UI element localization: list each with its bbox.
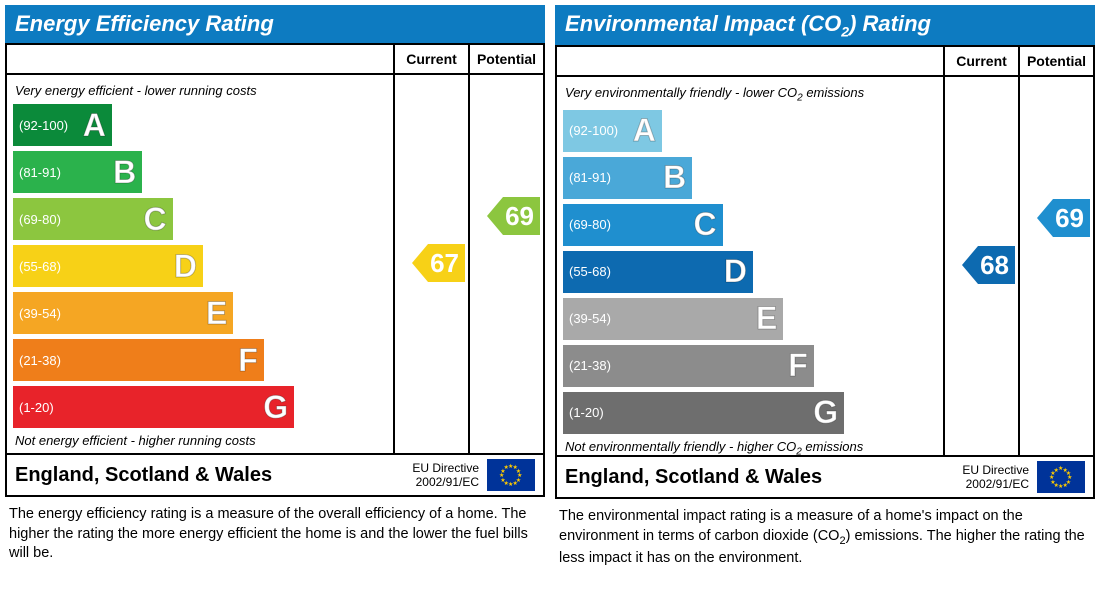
rating-band-g: (1-20) G <box>13 386 294 428</box>
potential-arrow: 69 <box>1037 199 1090 237</box>
current-arrow-value: 68 <box>978 246 1015 284</box>
current-arrow: 68 <box>962 246 1015 284</box>
eu-flag-icon: ★★★★★★★★★★★★ <box>487 459 535 491</box>
bottom-note: Not environmentally friendly - higher CO… <box>565 439 943 458</box>
rating-band-a: (92-100) A <box>13 104 112 146</box>
band-letter: E <box>206 295 227 332</box>
rating-band-e: (39-54) E <box>563 298 783 340</box>
region-text: England, Scotland & Wales <box>15 464 404 487</box>
potential-arrow: 69 <box>487 197 540 235</box>
current-column: 67 <box>393 73 468 453</box>
header-blank <box>557 45 943 75</box>
rating-band-c: (69-80) C <box>13 198 173 240</box>
bands-column: Very environmentally friendly - lower CO… <box>557 75 943 455</box>
header-current: Current <box>393 43 468 73</box>
band-letter: F <box>238 342 258 379</box>
current-arrow-value: 67 <box>428 244 465 282</box>
rating-band-g: (1-20) G <box>563 392 844 434</box>
potential-column: 69 <box>468 73 543 453</box>
band-letter: C <box>143 201 166 238</box>
directive-text: EU Directive2002/91/EC <box>962 463 1029 492</box>
eu-flag-icon: ★★★★★★★★★★★★ <box>1037 461 1085 493</box>
potential-arrow-value: 69 <box>503 197 540 235</box>
rating-band-d: (55-68) D <box>13 245 203 287</box>
band-range: (92-100) <box>13 118 68 133</box>
current-column: 68 <box>943 75 1018 455</box>
description-text: The environmental impact rating is a mea… <box>555 499 1095 568</box>
band-letter: G <box>263 389 288 426</box>
environmental-impact-panel: Environmental Impact (CO2) Rating Curren… <box>555 5 1095 611</box>
rating-band-b: (81-91) B <box>13 151 142 193</box>
header-blank <box>7 43 393 73</box>
band-range: (39-54) <box>563 311 611 326</box>
header-potential: Potential <box>1018 45 1093 75</box>
rating-band-d: (55-68) D <box>563 251 753 293</box>
bars-wrap: (92-100) A (81-91) B (69-80) C (55-68) D (39-54)… <box>13 104 393 428</box>
band-range: (55-68) <box>13 259 61 274</box>
band-range: (69-80) <box>563 217 611 232</box>
rating-grid: Current Potential Very energy efficient … <box>5 43 545 497</box>
header-current: Current <box>943 45 1018 75</box>
footer-row: England, Scotland & Wales EU Directive20… <box>7 453 543 495</box>
band-letter: G <box>813 394 838 431</box>
band-letter: E <box>756 300 777 337</box>
band-letter: D <box>174 248 197 285</box>
panel-title: Energy Efficiency Rating <box>5 5 545 43</box>
band-letter: A <box>83 107 106 144</box>
energy-efficiency-panel: Energy Efficiency Rating Current Potenti… <box>5 5 545 611</box>
potential-arrow-value: 69 <box>1053 199 1090 237</box>
panel-title: Environmental Impact (CO2) Rating <box>555 5 1095 45</box>
band-range: (21-38) <box>13 353 61 368</box>
rating-band-b: (81-91) B <box>563 157 692 199</box>
band-letter: A <box>633 112 656 149</box>
current-arrow: 67 <box>412 244 465 282</box>
band-letter: B <box>663 159 686 196</box>
bars-wrap: (92-100) A (81-91) B (69-80) C (55-68) D (39-54)… <box>563 110 943 434</box>
band-range: (55-68) <box>563 264 611 279</box>
band-range: (39-54) <box>13 306 61 321</box>
region-text: England, Scotland & Wales <box>565 466 954 489</box>
band-range: (81-91) <box>13 165 61 180</box>
header-potential: Potential <box>468 43 543 73</box>
bands-column: Very energy efficient - lower running co… <box>7 73 393 453</box>
directive-text: EU Directive2002/91/EC <box>412 461 479 490</box>
band-letter: C <box>693 206 716 243</box>
top-note: Very environmentally friendly - lower CO… <box>565 85 943 104</box>
band-letter: F <box>788 347 808 384</box>
rating-band-f: (21-38) F <box>563 345 814 387</box>
rating-band-e: (39-54) E <box>13 292 233 334</box>
potential-column: 69 <box>1018 75 1093 455</box>
band-range: (69-80) <box>13 212 61 227</box>
rating-grid: Current Potential Very environmentally f… <box>555 45 1095 499</box>
band-range: (1-20) <box>563 405 604 420</box>
band-letter: D <box>724 253 747 290</box>
band-letter: B <box>113 154 136 191</box>
band-range: (21-38) <box>563 358 611 373</box>
top-note: Very energy efficient - lower running co… <box>15 83 393 98</box>
rating-band-a: (92-100) A <box>563 110 662 152</box>
band-range: (81-91) <box>563 170 611 185</box>
rating-band-c: (69-80) C <box>563 204 723 246</box>
bottom-note: Not energy efficient - higher running co… <box>15 433 393 448</box>
footer-row: England, Scotland & Wales EU Directive20… <box>557 455 1093 497</box>
description-text: The energy efficiency rating is a measur… <box>5 497 545 564</box>
rating-band-f: (21-38) F <box>13 339 264 381</box>
band-range: (92-100) <box>563 123 618 138</box>
band-range: (1-20) <box>13 400 54 415</box>
